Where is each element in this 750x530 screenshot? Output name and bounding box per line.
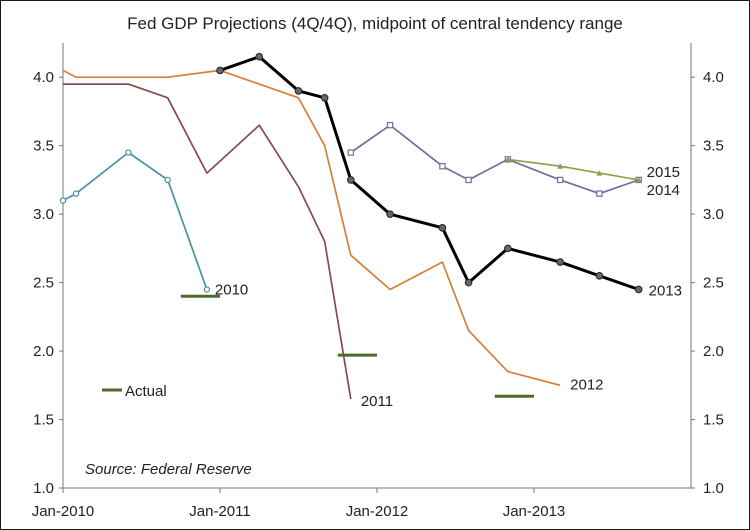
data-point: [556, 258, 564, 266]
series-label-2011: 2011: [361, 393, 393, 410]
data-point: [125, 149, 132, 156]
legend-actual-label: Actual: [125, 383, 167, 400]
series-2014: [347, 121, 642, 197]
series-line-2013: [219, 55, 640, 291]
data-point: [216, 66, 224, 75]
right-y-tick-label: 3.0: [703, 206, 724, 223]
right-y-tick-label: 1.0: [703, 480, 724, 497]
data-point: [347, 176, 355, 184]
series-label-2012: 2012: [570, 376, 603, 393]
series-2011: [62, 83, 352, 400]
data-point: [596, 170, 603, 176]
chart-title: Fed GDP Projections (4Q/4Q), midpoint of…: [127, 14, 623, 33]
data-point: [504, 244, 512, 253]
x-tick-label: Jan-2011: [189, 503, 250, 520]
left-y-tick-label: 2.0: [33, 343, 54, 360]
right-y-tick-label: 2.0: [703, 343, 724, 360]
data-point: [504, 156, 511, 162]
series-line-2015: [507, 158, 639, 181]
data-point: [438, 224, 447, 232]
data-point: [347, 149, 355, 156]
data-point: [164, 176, 171, 184]
data-point: [465, 176, 472, 184]
data-point: [386, 210, 394, 218]
series-line-2010: [62, 151, 208, 290]
data-point: [72, 190, 80, 197]
right-y-tick-label: 3.5: [703, 138, 724, 155]
left-y-tick-label: 2.5: [33, 275, 54, 292]
data-point: [203, 286, 211, 293]
data-point: [59, 197, 67, 204]
data-point: [556, 176, 564, 184]
data-point: [634, 285, 643, 294]
series-label-2014: 2014: [647, 182, 680, 199]
x-tick-label: Jan-2010: [32, 503, 95, 520]
series-2012: [62, 69, 561, 387]
axes: 1.0 1.0 1.5 1.5 2.0 2.0 2.5 2.5 3.0 3.0 3.5 3.5 4.0 4…: [32, 43, 724, 520]
series-2010: [59, 149, 211, 293]
data-point: [635, 176, 642, 183]
data-point: [255, 52, 264, 61]
left-y-tick-label: 1.5: [33, 412, 54, 429]
right-y-tick-label: 1.5: [703, 412, 724, 429]
left-y-tick-label: 3.5: [33, 138, 54, 155]
series-label-2015: 2015: [647, 164, 680, 181]
data-point: [386, 121, 394, 129]
right-y-tick-label: 2.5: [703, 275, 724, 292]
data-point: [294, 87, 303, 95]
source-note: Source: Federal Reserve: [85, 461, 252, 478]
data-point: [595, 271, 604, 280]
series-2015: [504, 156, 642, 183]
series-layer: [59, 52, 643, 400]
series-2013: [216, 52, 643, 294]
x-tick-label: Jan-2012: [346, 503, 409, 520]
right-y-tick-label: 4.0: [703, 69, 724, 86]
left-y-tick-label: 3.0: [33, 206, 54, 223]
data-point: [596, 190, 603, 197]
left-y-tick-label: 4.0: [33, 69, 54, 86]
data-point: [320, 93, 329, 102]
series-label-2013: 2013: [649, 282, 682, 299]
x-tick-label: Jan-2013: [503, 503, 566, 520]
left-y-tick-label: 1.0: [33, 480, 54, 497]
data-point: [557, 163, 564, 169]
series-label-2010: 2010: [215, 281, 248, 298]
series-line-2012: [62, 69, 561, 387]
series-line-2011: [63, 83, 352, 400]
data-point: [439, 163, 446, 170]
data-point: [464, 278, 473, 287]
actual-layer: Actual: [102, 294, 534, 400]
series-line-2014: [350, 124, 639, 195]
